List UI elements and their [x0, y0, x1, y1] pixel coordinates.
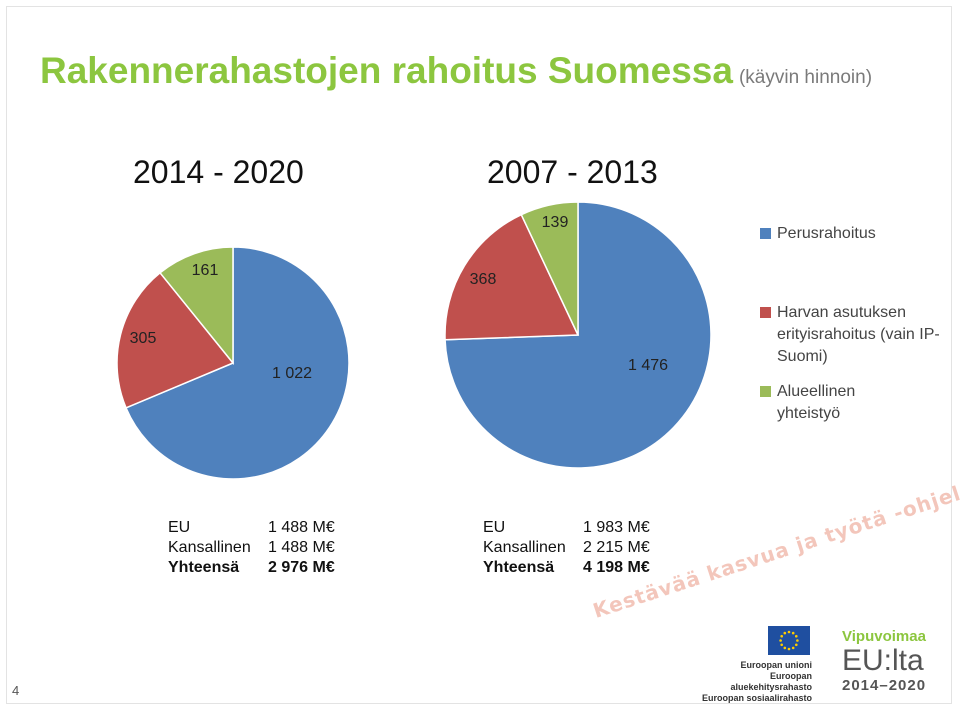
- totals-label: EU: [483, 519, 506, 536]
- pie-title-2007-2013: 2007 - 2013: [487, 154, 658, 190]
- totals-label: EU: [168, 519, 191, 536]
- eu-funds-text: Euroopan unioni Euroopan aluekehitysraha…: [700, 660, 812, 704]
- brand-eulta: EU:lta: [842, 644, 924, 677]
- brand-years: 2014–2020: [842, 677, 927, 694]
- eu-line: Euroopan sosiaalirahasto: [701, 693, 812, 703]
- pie-title-2014-2020: 2014 - 2020: [133, 154, 304, 190]
- pie-value-label: 1 022: [272, 365, 312, 382]
- brand-vipuvoimaa: Vipuvoimaa: [842, 628, 926, 645]
- title-text: Rakennerahastojen rahoitus Suomessa: [40, 50, 733, 91]
- legend-swatch-red: [760, 307, 771, 318]
- pie-chart-2014-2020: 1 022 305 161: [116, 246, 350, 480]
- pie-slice: [520, 201, 579, 336]
- legend-swatch-blue: [760, 228, 771, 239]
- totals-value: 2 976 M€: [268, 559, 335, 576]
- pie-value-label: 368: [470, 271, 497, 288]
- totals-label: Yhteensä: [168, 559, 240, 576]
- pie-value-label: 161: [192, 262, 219, 279]
- pie-slice: [125, 246, 350, 480]
- pie-value-label: 1 476: [628, 357, 668, 374]
- legend-swatch-green: [760, 386, 771, 397]
- pie-slice: [116, 271, 235, 409]
- pie-value-label: 305: [130, 330, 157, 347]
- totals-label: Kansallinen: [168, 539, 251, 556]
- totals-label: Yhteensä: [483, 559, 555, 576]
- totals-value: 4 198 M€: [583, 559, 650, 576]
- legend-label: Harvan asutuksen erityisrahoitus (vain I…: [777, 304, 940, 365]
- legend-label: Alueellinen yhteistyö: [777, 383, 856, 422]
- legend-label: Perusrahoitus: [777, 225, 876, 242]
- totals-value: 1 983 M€: [583, 519, 650, 536]
- pie-slice: [159, 246, 234, 366]
- totals-value: 2 215 M€: [583, 539, 650, 556]
- pie-slice: [444, 213, 580, 341]
- totals-value: 1 488 M€: [268, 519, 335, 536]
- pie-chart-2007-2013: 1 476 368 139: [444, 201, 712, 469]
- eu-line: Euroopan aluekehitysrahasto: [730, 671, 812, 692]
- eu-line: Euroopan unioni: [740, 660, 813, 670]
- pie-value-label: 139: [542, 214, 569, 231]
- page-number: 4: [12, 683, 20, 698]
- totals-label: Kansallinen: [483, 539, 566, 556]
- slide-title: Rakennerahastojen rahoitus Suomessa (käyv…: [40, 50, 872, 92]
- slide-frame: [6, 6, 952, 704]
- subtitle-text: (käyvin hinnoin): [738, 67, 873, 88]
- totals-value: 1 488 M€: [268, 539, 335, 556]
- eu-flag-icon: [768, 626, 810, 655]
